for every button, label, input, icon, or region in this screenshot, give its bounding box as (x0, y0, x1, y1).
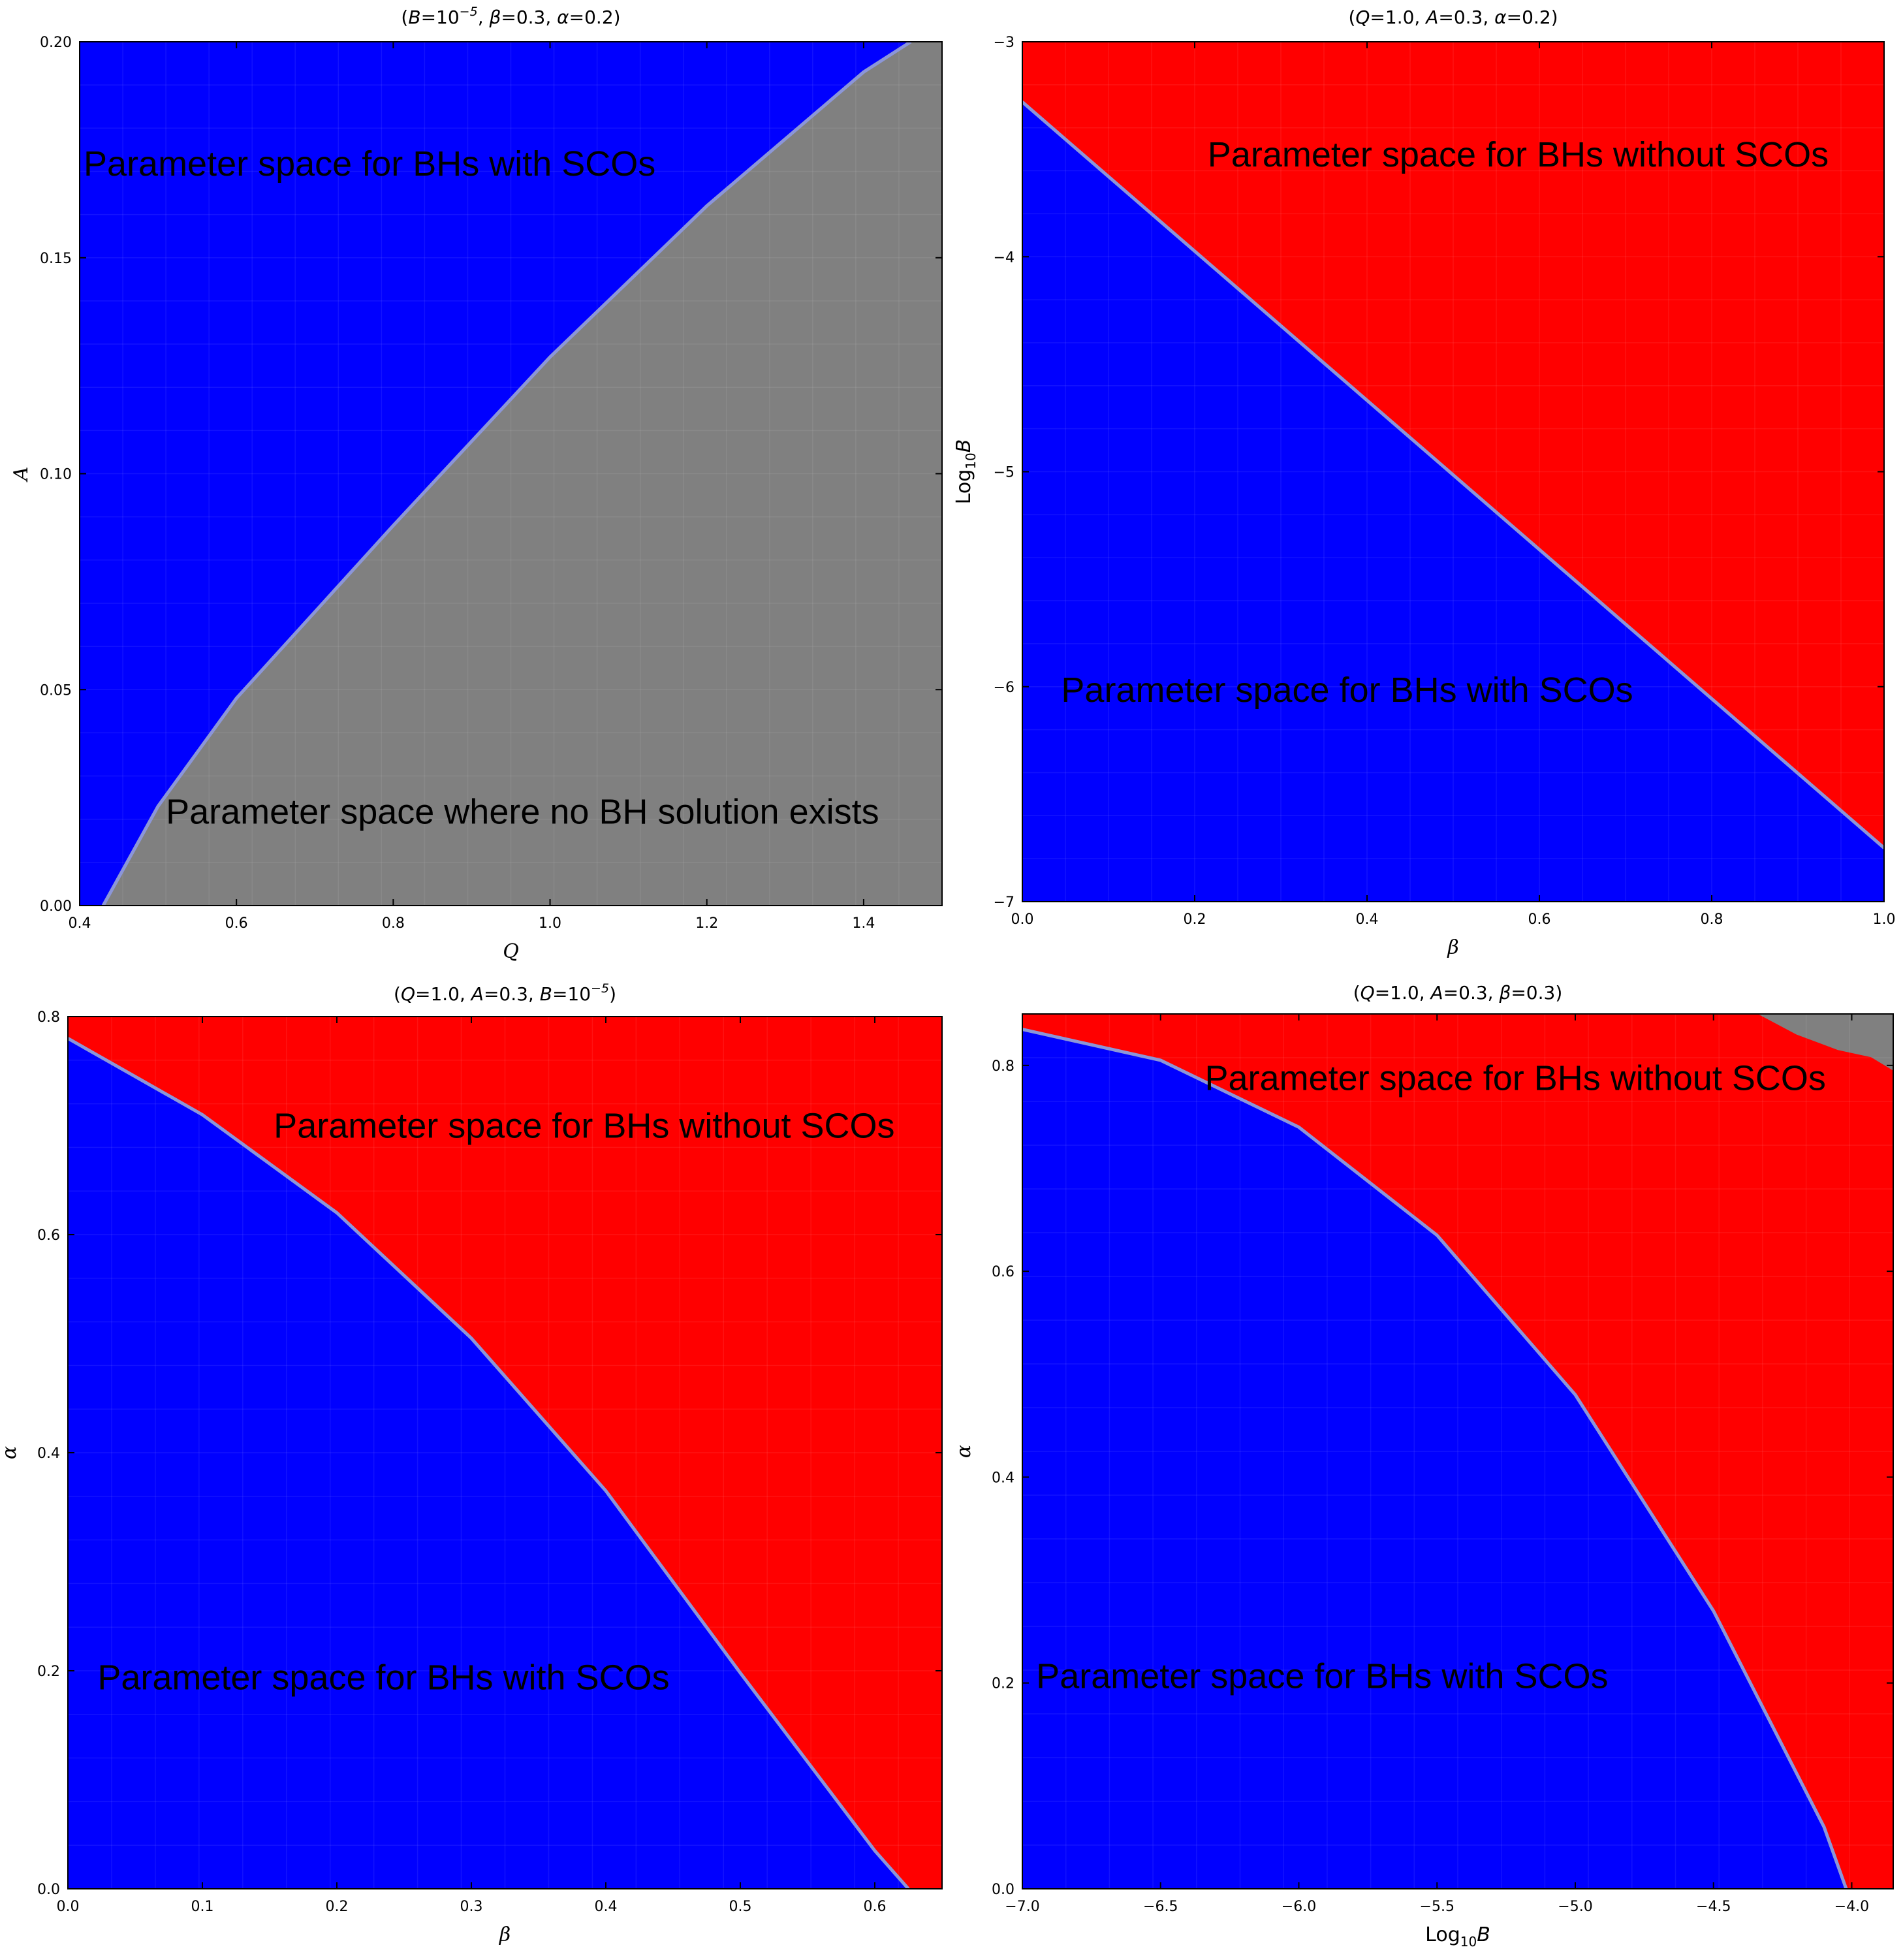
x-axis-label: Log10B (1425, 1923, 1490, 1950)
x-axis-label: Q (503, 940, 519, 963)
y-tick-label: 0.8 (992, 1058, 1014, 1075)
y-tick-label: −4 (994, 249, 1014, 266)
region-gray (103, 42, 942, 906)
y-tick-label: 0.20 (40, 35, 72, 51)
region-annotation: Parameter space for BHs without SCOs (1205, 1059, 1826, 1098)
region-annotation: Parameter space for BHs without SCOs (274, 1106, 894, 1145)
y-axis-label: A (10, 467, 33, 483)
region-boundary-curve (68, 1037, 910, 1889)
x-tick-label: 0.0 (57, 1899, 80, 1915)
x-tick-label: −6.0 (1282, 1899, 1316, 1915)
y-tick-label: 0.2 (992, 1676, 1014, 1692)
y-tick-label: 0.4 (992, 1470, 1014, 1486)
x-tick-label: −5.0 (1558, 1899, 1592, 1915)
y-tick-label: 0.05 (40, 682, 72, 699)
region-annotation: Parameter space for BHs with SCOs (1036, 1657, 1608, 1696)
x-tick-label: 0.6 (1528, 911, 1551, 928)
region-boundary-curve (1022, 101, 1884, 849)
y-tick-label: 0.15 (40, 251, 72, 267)
y-tick-label: 0.00 (40, 898, 72, 915)
plot-area: Parameter space for BHs without SCOs Para… (1022, 42, 1884, 902)
plot-area: Parameter space for BHs without SCOs Para… (1022, 1014, 1893, 1889)
x-tick-label: 1.4 (852, 915, 875, 932)
x-tick-label: 0.8 (382, 915, 405, 932)
x-tick-label: 0.4 (595, 1899, 618, 1915)
x-tick-label: 0.0 (1011, 911, 1034, 928)
x-tick-label: 0.2 (326, 1899, 349, 1915)
region-annotation: Parameter space for BHs without SCOs (1208, 135, 1829, 174)
x-tick-label: −6.5 (1143, 1899, 1178, 1915)
panel-beta-vs-alpha: Parameter space for BHs without SCOs Para… (0, 981, 943, 1946)
y-tick-label: 0.6 (992, 1264, 1014, 1280)
y-tick-label: 0.10 (40, 467, 72, 483)
y-axis-label: α (952, 1445, 975, 1458)
x-tick-label: −7.0 (1005, 1899, 1039, 1915)
y-tick-label: 0.8 (37, 1009, 60, 1026)
x-tick-label: 0.6 (864, 1899, 887, 1915)
x-tick-label: 0.3 (460, 1899, 483, 1915)
plot-area: Parameter space for BHs without SCOs Para… (68, 1017, 942, 1889)
plot-area: Parameter space for BHs with SCOs Paramet… (80, 42, 942, 906)
y-tick-label: −6 (994, 680, 1014, 696)
x-tick-label: 0.1 (191, 1899, 214, 1915)
panel-beta-vs-log10b: Parameter space for BHs without SCOs Para… (952, 7, 1896, 959)
region-annotation: Parameter space for BHs with SCOs (1061, 671, 1633, 710)
panel-q-vs-a: Parameter space for BHs with SCOs Paramet… (10, 5, 943, 963)
region-gray (1757, 1014, 1893, 1071)
y-axis-label: α (0, 1446, 21, 1459)
x-tick-label: 0.4 (69, 915, 91, 932)
region-annotation: Parameter space for BHs with SCOs (97, 1658, 669, 1697)
panel-title: (Q=1.0, A=0.3, β=0.3) (1353, 982, 1563, 1004)
x-tick-label: 1.0 (1873, 911, 1896, 928)
x-tick-label: 0.5 (729, 1899, 752, 1915)
panel-title: (Q=1.0, A=0.3, α=0.2) (1348, 7, 1558, 28)
region-boundary-curve (101, 42, 912, 906)
x-axis-label: β (499, 1923, 511, 1946)
grid-texture (1022, 42, 1884, 902)
panel-title: (Q=1.0, A=0.3, B=10−5) (394, 981, 616, 1005)
panel-title: (B=10−5, β=0.3, α=0.2) (401, 5, 620, 28)
grid-texture (68, 1017, 942, 1889)
y-tick-label: 0.6 (37, 1227, 60, 1244)
plot-frame (1022, 1013, 1894, 1889)
region-annotation: Parameter space for BHs with SCOs (84, 144, 655, 183)
y-tick-label: −5 (994, 465, 1014, 481)
y-tick-label: 0.2 (37, 1664, 60, 1680)
y-tick-label: 0.4 (37, 1446, 60, 1462)
x-tick-label: 0.4 (1356, 911, 1379, 928)
region-red (1022, 1014, 1893, 1889)
grid-texture (1022, 1014, 1893, 1889)
y-tick-label: 0.0 (37, 1882, 60, 1898)
x-tick-label: 0.8 (1701, 911, 1723, 928)
region-red (1022, 42, 1884, 848)
x-axis-label: β (1447, 936, 1458, 959)
region-boundary-curve (1022, 1028, 1848, 1889)
y-tick-label: 0.0 (992, 1882, 1014, 1898)
x-tick-label: 0.6 (225, 915, 248, 932)
y-axis-label: Log10B (952, 439, 979, 505)
region-annotation: Parameter space where no BH solution exi… (166, 792, 879, 831)
x-tick-label: 1.2 (695, 915, 718, 932)
x-tick-label: −4.5 (1696, 1899, 1731, 1915)
grid-texture (80, 42, 942, 906)
x-tick-label: 1.0 (539, 915, 561, 932)
y-tick-label: −3 (994, 35, 1014, 51)
panel-log10b-vs-alpha: Parameter space for BHs without SCOs Para… (952, 982, 1894, 1950)
region-red (68, 1017, 942, 1889)
y-tick-label: −7 (994, 894, 1014, 911)
x-tick-label: −5.5 (1420, 1899, 1455, 1915)
x-tick-label: 0.2 (1184, 911, 1206, 928)
x-tick-label: −4.0 (1834, 1899, 1869, 1915)
